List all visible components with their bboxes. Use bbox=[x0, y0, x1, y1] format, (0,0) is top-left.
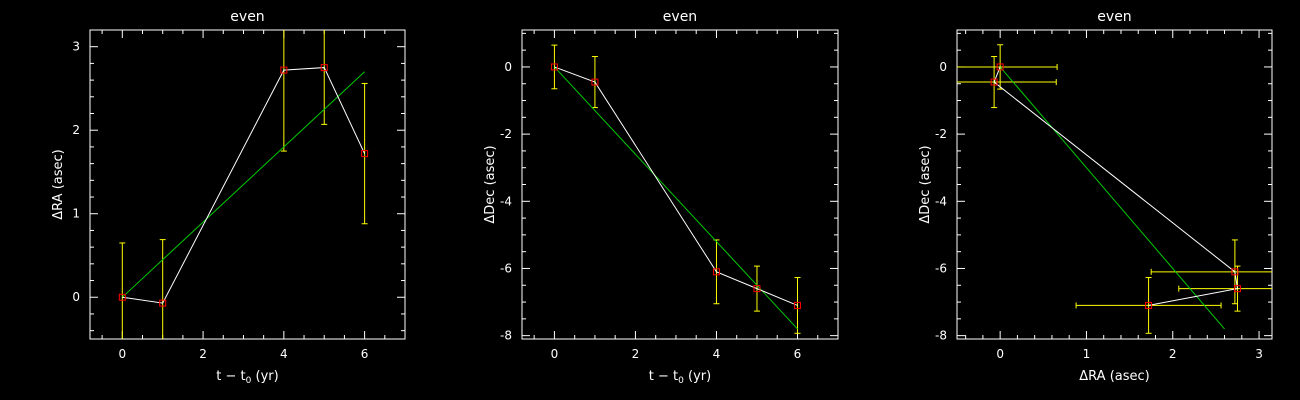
y-tick-label: -2 bbox=[935, 127, 947, 141]
x-axis-label: ΔRA (asec) bbox=[1079, 369, 1149, 384]
y-tick-label: -4 bbox=[935, 194, 947, 208]
y-tick-label: -2 bbox=[500, 127, 512, 141]
data-point bbox=[361, 150, 369, 158]
data-point bbox=[712, 268, 720, 276]
x-tick-label: 0 bbox=[551, 347, 559, 361]
y-tick-label: -6 bbox=[935, 261, 947, 275]
x-tick-label: 1 bbox=[1083, 347, 1091, 361]
data-line bbox=[554, 66, 798, 306]
data-point bbox=[990, 78, 998, 86]
data-point bbox=[1233, 285, 1241, 293]
fit-line bbox=[121, 71, 365, 298]
data-layer bbox=[118, 30, 369, 339]
y-axis-label: ΔDec (asec) bbox=[918, 145, 933, 223]
x-axis-label-main: t − t bbox=[649, 369, 678, 384]
y-tick-label: 2 bbox=[72, 123, 80, 137]
data-point bbox=[1145, 301, 1153, 309]
data-point bbox=[996, 63, 1004, 71]
data-point bbox=[591, 78, 599, 86]
y-tick-label: 3 bbox=[72, 40, 80, 54]
x-tick-label: 0 bbox=[996, 347, 1004, 361]
y-tick-label: -6 bbox=[500, 261, 512, 275]
x-axis-label-unit: (yr) bbox=[251, 369, 278, 384]
y-tick-label: -8 bbox=[500, 329, 512, 343]
chart-title: even bbox=[663, 9, 697, 25]
x-axis-label-main: t − t bbox=[216, 369, 245, 384]
data-point bbox=[280, 66, 288, 74]
data-point bbox=[320, 64, 328, 72]
data-line bbox=[122, 67, 366, 304]
data-line bbox=[993, 66, 1239, 306]
x-tick-label: 4 bbox=[280, 347, 288, 361]
plot-frame bbox=[956, 29, 1273, 340]
x-tick-label: 6 bbox=[361, 347, 369, 361]
data-point bbox=[753, 285, 761, 293]
x-axis-label: t − t0 (yr) bbox=[216, 369, 278, 386]
y-tick-label: -4 bbox=[500, 194, 512, 208]
x-axis-label-subscript: 0 bbox=[246, 376, 252, 386]
x-tick-label: 6 bbox=[794, 347, 802, 361]
y-axis-label: ΔRA (asec) bbox=[51, 149, 66, 219]
x-tick-label: 2 bbox=[1169, 347, 1177, 361]
x-tick-label: 2 bbox=[632, 347, 640, 361]
data-point bbox=[159, 299, 167, 307]
data-point bbox=[118, 293, 126, 301]
chart-title: even bbox=[1097, 9, 1131, 25]
x-tick-label: 0 bbox=[118, 347, 126, 361]
data-point bbox=[550, 63, 558, 71]
data-point bbox=[793, 301, 801, 309]
chart-title: even bbox=[230, 9, 264, 25]
data-layer bbox=[957, 44, 1272, 334]
x-tick-label: 2 bbox=[199, 347, 207, 361]
plot-frame bbox=[521, 29, 839, 340]
data-point bbox=[1231, 268, 1239, 276]
plot-frame bbox=[89, 29, 406, 340]
x-tick-label: 4 bbox=[713, 347, 721, 361]
x-axis-label-unit: (yr) bbox=[684, 369, 711, 384]
y-tick-label: 0 bbox=[939, 60, 947, 74]
y-tick-label: 0 bbox=[504, 60, 512, 74]
y-axis-label: ΔDec (asec) bbox=[483, 145, 498, 223]
fit-line bbox=[999, 66, 1225, 330]
fit-line bbox=[554, 66, 798, 330]
y-tick-label: -8 bbox=[935, 329, 947, 343]
y-tick-label: 0 bbox=[72, 290, 80, 304]
data-layer bbox=[550, 44, 801, 334]
panel-3: 0 1 2 3 0 -2 -4 -6 -8 even ΔRA (asec) ΔDec (asec) bbox=[918, 9, 1273, 384]
y-tick-label: 1 bbox=[72, 207, 80, 221]
x-axis-label-main: ΔRA (asec) bbox=[1079, 369, 1149, 384]
x-axis-label: t − t0 (yr) bbox=[649, 369, 711, 386]
x-tick-label: 3 bbox=[1255, 347, 1263, 361]
x-axis-label-subscript: 0 bbox=[678, 376, 684, 386]
